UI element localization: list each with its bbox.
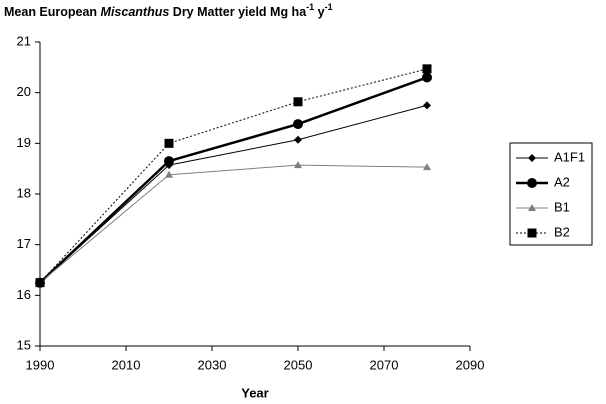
marker (422, 64, 432, 74)
y-tick-label: 18 (17, 185, 31, 200)
y-tick-label: 19 (17, 135, 31, 150)
marker (423, 163, 431, 171)
marker (293, 97, 303, 107)
series-line (39, 104, 428, 284)
title-part: -1 (306, 2, 314, 12)
marker (164, 138, 174, 148)
title-part: y (314, 5, 324, 19)
marker (294, 135, 302, 144)
marker (165, 170, 173, 178)
marker (164, 156, 174, 167)
y-tick-label: 15 (17, 337, 31, 352)
y-tick-label: 20 (17, 84, 31, 99)
legend-marker (528, 154, 536, 162)
legend-label: B1 (554, 199, 570, 214)
legend-label: A2 (554, 174, 570, 189)
title-part: -1 (325, 2, 333, 12)
marker (294, 161, 302, 169)
marker (293, 119, 303, 130)
title-part: Mean European (4, 5, 101, 19)
marker (423, 101, 431, 110)
marker (35, 278, 45, 288)
legend-marker (527, 178, 537, 188)
marker (422, 72, 432, 83)
legend-box (509, 142, 593, 246)
x-tick-label: 1990 (26, 357, 55, 372)
series-line (39, 68, 428, 284)
series-line (39, 164, 428, 284)
x-tick-label: 2010 (112, 357, 141, 372)
series-line (39, 76, 428, 284)
x-tick-label: 2030 (198, 357, 227, 372)
legend-label: B2 (554, 224, 570, 239)
y-tick-label: 16 (17, 287, 31, 302)
title-part: Dry Matter yield Mg ha (169, 5, 307, 19)
y-tick-label: 17 (17, 236, 31, 251)
legend-marker (528, 204, 536, 211)
x-tick-label: 2070 (370, 357, 399, 372)
x-tick-label: 2050 (284, 357, 313, 372)
chart-title: Mean European Miscanthus Dry Matter yiel… (4, 2, 333, 19)
legend-label: A1F1 (554, 149, 585, 164)
y-tick-label: 21 (17, 33, 31, 48)
legend-marker (527, 228, 537, 238)
title-part: Miscanthus (101, 5, 170, 19)
x-tick-label: 2090 (456, 357, 485, 372)
x-axis-label: Year (241, 385, 268, 400)
